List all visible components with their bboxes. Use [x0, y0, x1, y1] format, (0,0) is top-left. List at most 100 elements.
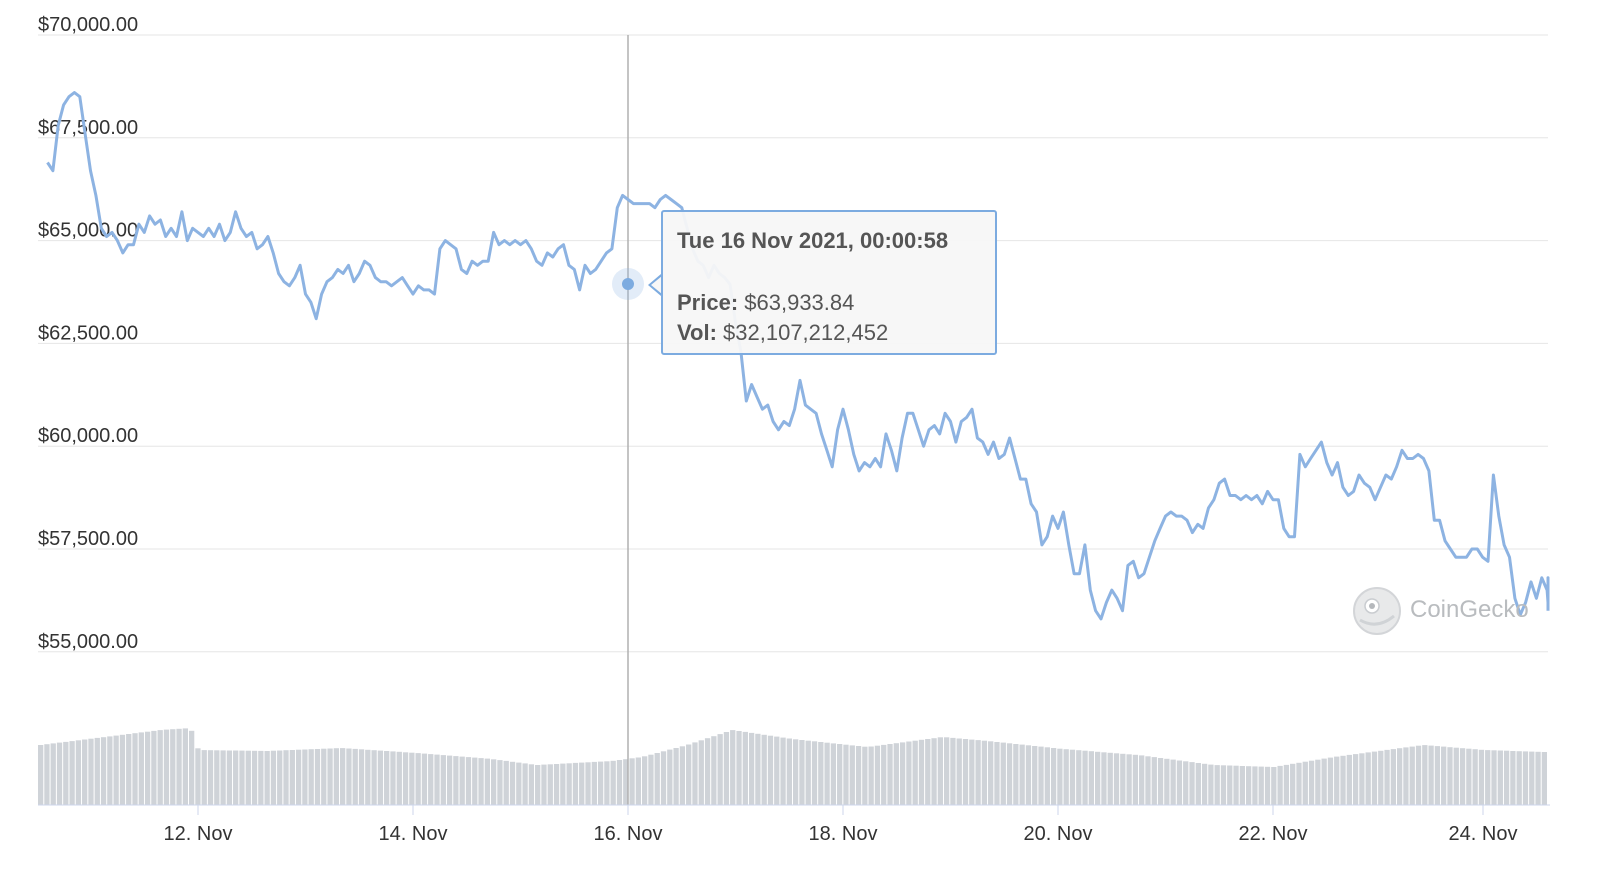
volume-bar [333, 748, 339, 805]
volume-bar [270, 750, 277, 805]
volume-bar [409, 752, 415, 805]
volume-bar [170, 729, 176, 805]
volume-bar [1497, 750, 1503, 805]
volume-bar [1308, 760, 1315, 805]
volume-bar [855, 746, 862, 805]
volume-bar [837, 744, 843, 805]
volume-bar [1076, 750, 1082, 805]
volume-bar [478, 758, 484, 805]
x-tick-label: 24. Nov [1449, 823, 1518, 845]
tooltip-vol-key: Vol: [677, 320, 717, 345]
volume-bar [233, 750, 239, 805]
volume-bar [189, 730, 195, 805]
volume-bar [245, 750, 251, 805]
volume-bar [126, 734, 132, 805]
hover-point[interactable] [622, 278, 634, 290]
volume-bars [38, 728, 1547, 805]
volume-bar [1422, 745, 1428, 805]
volume-bar [1264, 766, 1271, 805]
volume-bar [377, 750, 384, 805]
volume-bar [1164, 758, 1170, 805]
x-tick-label: 14. Nov [379, 823, 448, 845]
volume-bar [264, 751, 270, 805]
volume-bar [1227, 765, 1233, 805]
volume-bar [579, 762, 585, 805]
volume-bar [340, 748, 346, 805]
volume-bar [906, 741, 912, 805]
volume-bar [113, 735, 119, 805]
volume-bar [1453, 747, 1459, 805]
volume-bar [1315, 759, 1321, 805]
volume-bar [1208, 764, 1214, 805]
volume-bar [50, 743, 56, 805]
volume-bar [1126, 754, 1132, 805]
y-tick-label: $57,500.00 [38, 528, 138, 550]
volume-bar [566, 763, 572, 805]
volume-bar [1466, 748, 1472, 805]
volume-bar [849, 745, 855, 805]
volume-bar [742, 731, 748, 805]
volume-bar [365, 749, 371, 805]
volume-bar [793, 739, 799, 805]
tooltip-price-row: Price: $63,933.84 [677, 288, 981, 318]
volume-bar [415, 753, 421, 805]
volume-bar [107, 736, 113, 805]
volume-bar [1516, 751, 1522, 805]
volume-bar [1088, 751, 1094, 805]
volume-bar [402, 752, 409, 805]
x-tick-label: 16. Nov [594, 823, 663, 845]
volume-bar [163, 729, 170, 805]
tooltip-price-key: Price: [677, 290, 739, 315]
volume-bar [874, 745, 881, 805]
volume-bar [918, 739, 925, 805]
volume-bar [1151, 757, 1157, 805]
volume-bar [119, 734, 126, 805]
volume-bar [1277, 765, 1283, 805]
volume-bar [975, 740, 981, 805]
volume-bar [1491, 750, 1497, 805]
volume-bar [1290, 763, 1296, 805]
y-tick-label: $67,500.00 [38, 117, 138, 139]
volume-bar [899, 742, 906, 805]
volume-bar [1095, 751, 1101, 805]
volume-bar [799, 740, 805, 805]
volume-bar [509, 761, 516, 805]
price-line[interactable] [46, 91, 1550, 621]
volume-bar [811, 741, 818, 805]
volume-bar [308, 749, 314, 805]
volume-bar [1478, 749, 1485, 805]
volume-bar [1025, 745, 1032, 805]
volume-bar [755, 733, 761, 805]
volume-bar [1183, 761, 1189, 805]
volume-bar [585, 762, 591, 805]
volume-bar [44, 744, 50, 805]
volume-bar [195, 748, 201, 805]
volume-bar [635, 757, 641, 805]
volume-bar [94, 737, 100, 805]
volume-bar [434, 754, 440, 805]
volume-bar [69, 741, 75, 805]
volume-bar [944, 737, 950, 805]
volume-bar [321, 748, 327, 805]
volume-bar [459, 756, 465, 805]
volume-bar [446, 755, 453, 805]
volume-bar [277, 750, 283, 805]
volume-bar [1359, 753, 1365, 805]
volume-bar [654, 753, 660, 805]
volume-bar [472, 757, 478, 805]
volume-bar [868, 746, 874, 805]
volume-bar [1447, 747, 1453, 805]
volume-bar [1302, 761, 1308, 805]
volume-bar [1327, 757, 1334, 805]
tooltip-date: Tue 16 Nov 2021, 00:00:58 [677, 228, 949, 253]
volume-bar [679, 746, 686, 805]
volume-bar [1397, 748, 1403, 805]
volume-bar [623, 759, 629, 805]
volume-bar [767, 735, 774, 805]
volume-bar [969, 739, 975, 805]
volume-bar [692, 742, 698, 805]
volume-bar [358, 749, 365, 805]
volume-bar [1252, 766, 1258, 805]
volume-bar [547, 764, 553, 805]
